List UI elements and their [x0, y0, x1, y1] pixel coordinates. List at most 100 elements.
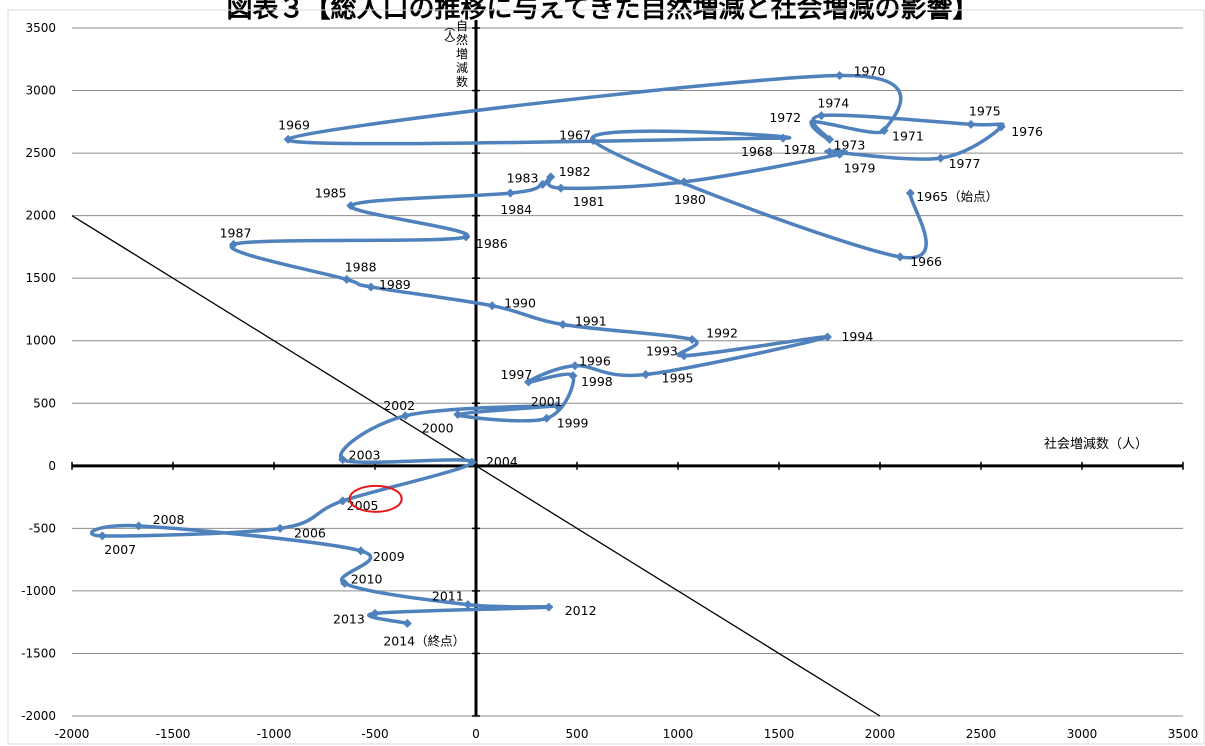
data-point [556, 183, 566, 193]
x-tick-label: 1000 [663, 727, 694, 741]
x-tick-label: 3000 [1067, 727, 1098, 741]
data-label: 1999 [557, 415, 589, 430]
y-tick-label: -1500 [21, 646, 56, 660]
x-axis-label: 社会増減数（人） [1044, 436, 1148, 452]
data-point [825, 147, 834, 157]
data-label: 2005 [347, 498, 379, 513]
data-label: 2003 [349, 448, 381, 463]
y-axis-label-char: 減 [456, 60, 468, 75]
data-point [338, 455, 348, 465]
data-label: 2012 [565, 603, 597, 618]
data-label: 1984 [500, 202, 532, 217]
data-label: 2014（終点） [383, 633, 465, 648]
data-point [879, 126, 889, 136]
data-point [453, 410, 463, 420]
y-axis-label-char: 数 [456, 74, 468, 89]
data-label: 2002 [383, 398, 415, 413]
data-point [346, 201, 356, 211]
axes [71, 20, 1184, 717]
data-point [808, 117, 818, 127]
y-axis-label-char: 然 [456, 32, 468, 47]
data-point [134, 521, 144, 531]
y-tick-label: -2000 [21, 709, 56, 723]
data-point [356, 546, 366, 556]
data-label: 2000 [422, 421, 454, 436]
y-tick-label: 1000 [25, 334, 56, 348]
data-label: 1993 [646, 344, 678, 359]
data-label: 1980 [674, 192, 706, 207]
data-point [936, 153, 946, 163]
data-point [275, 523, 285, 533]
data-point [778, 133, 788, 143]
data-label: 1995 [662, 371, 694, 386]
y-tick-label: 2000 [25, 209, 56, 223]
data-label: 1994 [841, 329, 873, 344]
data-label: 2013 [333, 611, 365, 626]
data-point [835, 71, 845, 81]
data-label: 1982 [559, 164, 591, 179]
y-tick-label: 3000 [25, 84, 56, 98]
data-label: 1966 [910, 254, 942, 269]
data-point [538, 179, 548, 189]
x-tick-label: 1500 [764, 727, 795, 741]
data-point [342, 274, 352, 284]
x-tick-label: 2500 [966, 727, 997, 741]
data-label: 1971 [892, 129, 924, 144]
x-tick-label: 500 [566, 727, 589, 741]
data-label: 1970 [854, 64, 886, 79]
data-labels: 1965（始点） 1966 1967 1968 1969 1970 1971 1972 1973… [104, 64, 1043, 649]
data-point [558, 319, 568, 329]
data-label: 2009 [373, 549, 405, 564]
highlight-ellipse [348, 484, 403, 513]
data-point [402, 618, 412, 628]
data-point [544, 602, 554, 612]
x-tick-label: 0 [472, 727, 480, 741]
x-tick-label: 2000 [865, 727, 896, 741]
data-point [467, 457, 477, 467]
chart-title: 図表３【総人口の推移に与えてきた自然増減と社会増減の影響】 [226, 0, 979, 24]
y-axis-label-char: 人 [445, 29, 456, 42]
data-label: 1996 [579, 354, 611, 369]
data-label: 1990 [504, 296, 536, 311]
y-tick-label: 0 [48, 459, 56, 473]
series-path [89, 73, 1005, 626]
data-label: 1986 [476, 236, 508, 251]
y-tick-label: 1500 [25, 271, 56, 285]
data-label: 1987 [220, 225, 252, 240]
data-label: 1965（始点） [916, 189, 998, 204]
y-axis-label-char: 増 [456, 47, 468, 61]
x-tick-label: -1000 [257, 727, 292, 741]
data-label: 1977 [949, 156, 981, 171]
data-label: 1997 [501, 367, 533, 382]
data-label: 1967 [559, 128, 591, 143]
data-point [687, 334, 697, 344]
y-tick-label: -1000 [21, 584, 56, 598]
data-point [487, 301, 497, 311]
series-line [89, 73, 1005, 626]
data-point [546, 172, 556, 182]
data-label: 1983 [507, 170, 539, 185]
data-label: 1974 [817, 96, 849, 111]
x-tick-label: 3500 [1168, 727, 1199, 741]
data-point [588, 136, 598, 146]
data-label: 2004 [486, 454, 518, 469]
data-point [568, 371, 578, 381]
data-label: 1969 [278, 117, 310, 132]
highlight-ellipse-layer [348, 484, 403, 513]
data-point [229, 239, 239, 249]
y-axis-label-char: （ [443, 21, 456, 32]
y-tick-label: 2500 [25, 146, 56, 160]
data-label: 2010 [351, 571, 383, 586]
data-label: 1985 [315, 186, 347, 201]
data-label: 1988 [345, 259, 377, 274]
data-label: 1992 [706, 325, 738, 340]
data-label: 1976 [1011, 124, 1043, 139]
data-point [966, 119, 976, 129]
data-point [400, 411, 410, 421]
data-point [340, 578, 350, 588]
data-point [505, 188, 515, 198]
x-tick-label: -500 [361, 727, 388, 741]
chart-frame [7, 9, 1205, 745]
data-point [366, 282, 376, 292]
